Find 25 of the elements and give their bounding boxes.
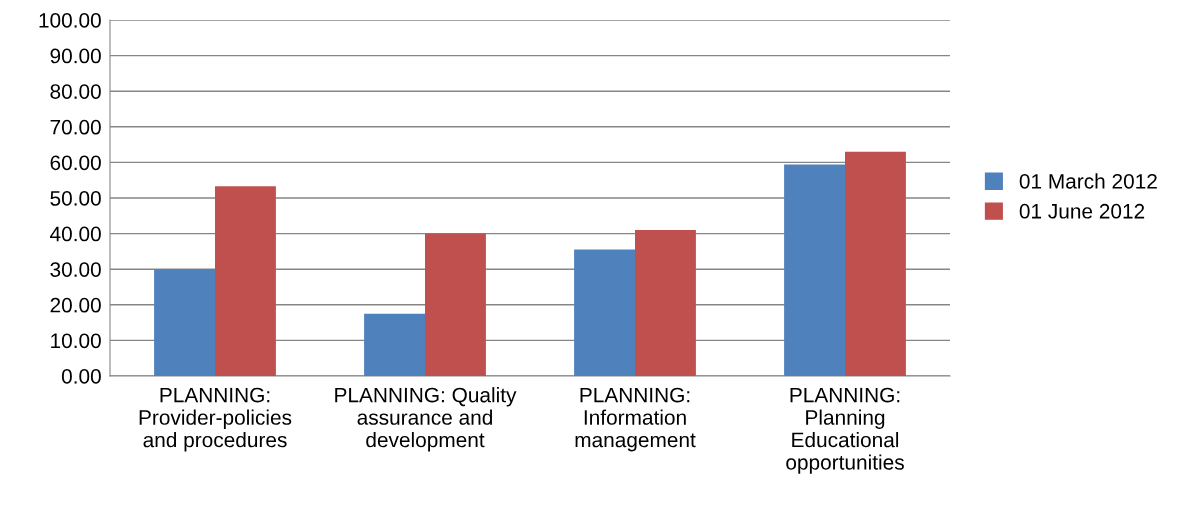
x-tick-label: PLANNING: Planning Educational opportunities	[786, 387, 904, 474]
bar	[845, 151, 906, 376]
bar	[154, 269, 215, 376]
bar	[425, 233, 486, 376]
y-tick-label: 40.00	[50, 226, 101, 242]
bar	[635, 230, 696, 376]
bar	[784, 164, 845, 376]
bar	[364, 313, 425, 376]
y-tick-label: 60.00	[50, 155, 101, 171]
x-tick-label: PLANNING: Provider-policies and procedures	[139, 387, 292, 452]
y-tick-label: 20.00	[50, 297, 101, 313]
legend-label: 01 March 2012	[1019, 173, 1157, 189]
y-tick-label: 90.00	[50, 48, 101, 64]
y-tick-label: 30.00	[50, 262, 101, 277]
y-tick-label: 50.00	[50, 191, 101, 206]
bar	[215, 186, 276, 376]
y-tick-label: 10.00	[51, 333, 101, 349]
legend-label: 01 June 2012	[1019, 203, 1145, 219]
y-tick-label: 80.00	[50, 84, 101, 99]
x-tick-label: PLANNING: Information management	[575, 387, 696, 452]
y-tick-label: 0.00	[61, 369, 101, 384]
y-tick-label: 70.00	[50, 119, 101, 135]
y-tick-label: 100.00	[39, 13, 101, 28]
x-tick-label: PLANNING: Quality assurance and development	[335, 387, 517, 452]
bar	[574, 249, 635, 376]
